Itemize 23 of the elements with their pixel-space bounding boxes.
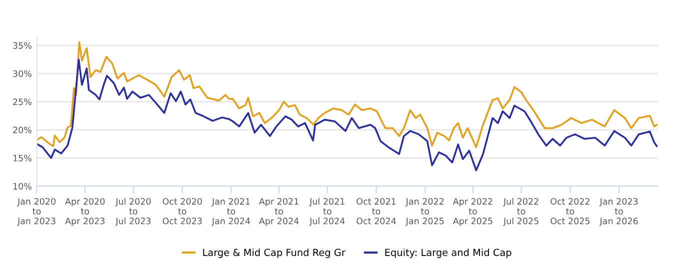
x-tick-label: Jan 2021 to Jan 2024 bbox=[212, 198, 250, 226]
y-tick-label: 35% bbox=[13, 42, 32, 49]
y-tick-label: 10% bbox=[13, 182, 32, 190]
x-tick-label: Apr 2021 to Apr 2024 bbox=[259, 198, 299, 226]
y-tick-label: 30% bbox=[13, 70, 32, 77]
legend-label: Large & Mid Cap Fund Reg Gr bbox=[203, 248, 346, 258]
x-tick-label: Jul 2021 to Jul 2024 bbox=[309, 198, 345, 226]
legend-label: Equity: Large and Mid Cap bbox=[385, 248, 512, 258]
y-tick-label: 15% bbox=[13, 154, 32, 162]
x-tick-label: Jan 2022 to Jan 2025 bbox=[405, 198, 444, 226]
x-tick-label: Jul 2020 to Jul 2023 bbox=[115, 198, 151, 226]
x-tick-label: Jan 2020 to Jan 2023 bbox=[17, 198, 56, 226]
line-series bbox=[36, 58, 658, 172]
x-tick-label: Apr 2022 to Apr 2025 bbox=[452, 198, 492, 226]
x-tick-label: Oct 2022 to Oct 2025 bbox=[550, 198, 590, 224]
y-tick-label: 25% bbox=[13, 98, 32, 106]
x-tick-label: Oct 2020 to Oct 2023 bbox=[162, 198, 202, 224]
x-tick-label: Jul 2022 to Jul 2025 bbox=[503, 198, 538, 226]
x-tick-label: Jan 2023 to Jan 2026 bbox=[599, 198, 638, 226]
y-tick-label: 20% bbox=[13, 126, 32, 134]
line-series bbox=[36, 41, 658, 148]
x-tick-label: Oct 2021 to Oct 2024 bbox=[356, 198, 396, 224]
x-tick-label: Apr 2020 to Apr 2023 bbox=[65, 198, 105, 226]
